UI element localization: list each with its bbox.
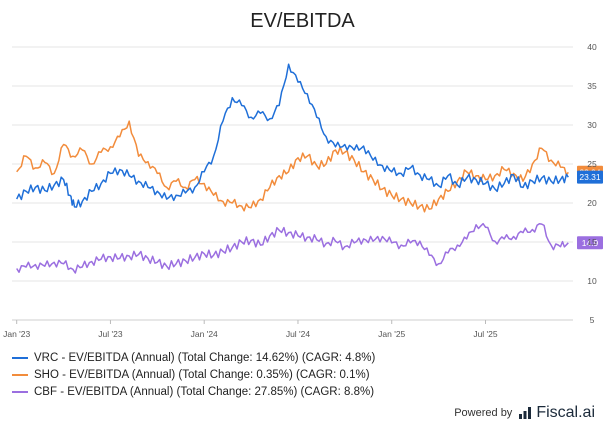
chart-title: EV/EBITDA xyxy=(250,10,355,32)
x-tick-label: Jul '23 xyxy=(98,329,123,339)
legend-swatch-cbf xyxy=(12,390,28,393)
powered-by-text: Powered by xyxy=(454,407,513,419)
series-lines xyxy=(16,63,569,274)
fiscal-brand: Fiscal.ai xyxy=(536,404,595,421)
x-axis: Jan '23 Jul '23 Jan '24 Jul '24 Jan '25 Jul '… xyxy=(3,319,573,339)
legend-item-cbf[interactable]: CBF - EV/EBITDA (Annual) (Total Change: … xyxy=(12,383,375,400)
footer: Powered by Fiscal.ai xyxy=(454,404,595,422)
y-tick-label: 25 xyxy=(587,159,597,169)
legend-label-vrc: VRC - EV/EBITDA (Annual) (Total Change: … xyxy=(34,351,376,364)
series-line-sho xyxy=(16,120,569,213)
legend-swatch-sho xyxy=(12,373,28,376)
fiscal-logo-icon xyxy=(519,407,532,419)
legend-item-vrc[interactable]: VRC - EV/EBITDA (Annual) (Total Change: … xyxy=(12,349,375,366)
y-tick-label: 5 xyxy=(590,315,595,325)
x-tick-label: Jan '25 xyxy=(378,329,405,339)
x-tick-label: Jan '23 xyxy=(3,329,30,339)
x-tick-label: Jul '24 xyxy=(286,329,311,339)
y-tick-label: 30 xyxy=(587,120,597,130)
x-tick-label: Jul '25 xyxy=(473,329,498,339)
x-tick-label: Jan '24 xyxy=(191,329,218,339)
end-labels: 14.923.9423.31 xyxy=(577,165,603,250)
legend-swatch-vrc xyxy=(12,356,28,359)
series-line-cbf xyxy=(16,222,569,274)
end-label-bg-cbf xyxy=(577,236,603,250)
y-tick-label: 40 xyxy=(587,42,597,52)
y-tick-label: 15 xyxy=(587,237,597,247)
y-tick-label: 10 xyxy=(587,276,597,286)
y-axis: 40 35 30 25 20 15 10 5 xyxy=(587,42,597,325)
series-line-vrc xyxy=(16,63,569,208)
legend-item-sho[interactable]: SHO - EV/EBITDA (Annual) (Total Change: … xyxy=(12,366,375,383)
end-label-vrc: 23.31 xyxy=(579,172,601,182)
legend-label-sho: SHO - EV/EBITDA (Annual) (Total Change: … xyxy=(34,368,370,381)
y-tick-label: 35 xyxy=(587,81,597,91)
legend-label-cbf: CBF - EV/EBITDA (Annual) (Total Change: … xyxy=(34,385,375,398)
legend: VRC - EV/EBITDA (Annual) (Total Change: … xyxy=(12,349,375,400)
end-label-bg-vrc xyxy=(577,170,603,184)
end-label-cbf: 14.9 xyxy=(582,238,599,248)
y-tick-label: 20 xyxy=(587,198,597,208)
chart-plot: Jan '23 Jul '23 Jan '24 Jul '24 Jan '25 Jul '… xyxy=(3,42,603,339)
